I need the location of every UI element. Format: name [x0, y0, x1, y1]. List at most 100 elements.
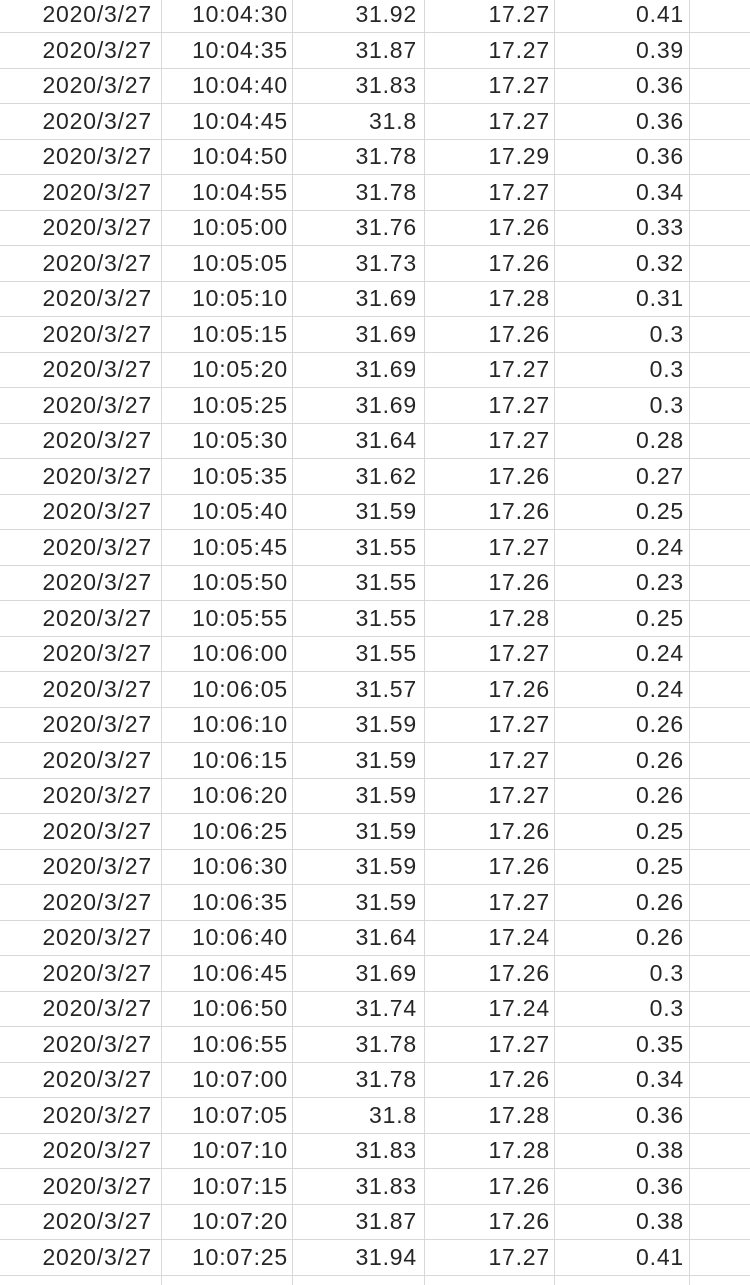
table-cell-empty[interactable]	[690, 530, 750, 565]
table-cell-value3[interactable]: 0.26	[555, 778, 690, 813]
table-cell-value1[interactable]: 31.83	[293, 68, 425, 103]
table-cell-value2[interactable]: 17.27	[425, 388, 555, 423]
table-cell-date[interactable]: 2020/3/27	[0, 1133, 162, 1168]
table-cell-value1[interactable]: 31.59	[293, 743, 425, 778]
table-cell-value1[interactable]: 31.69	[293, 388, 425, 423]
table-cell-empty[interactable]	[690, 992, 750, 1027]
table-cell-empty[interactable]	[690, 1027, 750, 1062]
table-cell-value2[interactable]: 17.26	[425, 459, 555, 494]
table-cell-time[interactable]: 10:05:55	[162, 601, 293, 636]
table-cell-value3[interactable]: 0.3	[555, 956, 690, 991]
table-cell-date[interactable]: 2020/3/27	[0, 1240, 162, 1275]
table-cell-time[interactable]	[162, 1275, 293, 1285]
table-cell-value1[interactable]: 31.57	[293, 672, 425, 707]
table-cell-value2[interactable]: 17.27	[425, 1027, 555, 1062]
table-cell-time[interactable]: 10:06:25	[162, 814, 293, 849]
table-cell-value1[interactable]: 31.94	[293, 1240, 425, 1275]
table-cell-value2[interactable]: 17.26	[425, 814, 555, 849]
table-cell-value2[interactable]: 17.27	[425, 175, 555, 210]
table-cell-date[interactable]: 2020/3/27	[0, 1169, 162, 1204]
table-cell-value2[interactable]: 17.29	[425, 139, 555, 174]
table-cell-value1[interactable]: 31.69	[293, 281, 425, 316]
table-cell-value2[interactable]: 17.28	[425, 1133, 555, 1168]
table-cell-date[interactable]: 2020/3/27	[0, 672, 162, 707]
table-cell-value2[interactable]: 17.26	[425, 246, 555, 281]
table-cell-date[interactable]: 2020/3/27	[0, 139, 162, 174]
table-cell-value1[interactable]: 31.59	[293, 778, 425, 813]
table-cell-value3[interactable]: 0.36	[555, 1098, 690, 1133]
table-cell-time[interactable]: 10:05:20	[162, 352, 293, 387]
table-cell-time[interactable]: 10:07:15	[162, 1169, 293, 1204]
table-cell-empty[interactable]	[690, 814, 750, 849]
table-cell-value3[interactable]: 0.3	[555, 352, 690, 387]
table-cell-value2[interactable]: 17.27	[425, 778, 555, 813]
table-cell-empty[interactable]	[690, 637, 750, 672]
table-cell-empty[interactable]	[690, 1063, 750, 1098]
table-cell-value2[interactable]: 17.26	[425, 1062, 555, 1097]
table-cell-value1[interactable]: 31.69	[293, 352, 425, 387]
table-cell-value3[interactable]: 0.26	[555, 920, 690, 955]
table-cell-time[interactable]: 10:05:40	[162, 494, 293, 529]
table-cell-empty[interactable]	[690, 175, 750, 210]
table-cell-time[interactable]: 10:06:10	[162, 707, 293, 742]
table-cell-value3[interactable]: 0.28	[555, 423, 690, 458]
table-cell-value3[interactable]: 0.27	[555, 459, 690, 494]
table-cell-value1[interactable]: 31.78	[293, 1027, 425, 1062]
table-cell-value1[interactable]: 31.59	[293, 494, 425, 529]
table-cell-value2[interactable]: 17.26	[425, 1169, 555, 1204]
table-cell-value2[interactable]: 17.27	[425, 707, 555, 742]
table-cell-value2[interactable]: 17.26	[425, 317, 555, 352]
table-cell-time[interactable]: 10:07:05	[162, 1098, 293, 1133]
table-cell-date[interactable]: 2020/3/27	[0, 636, 162, 671]
table-cell-date[interactable]: 2020/3/27	[0, 175, 162, 210]
table-cell-time[interactable]: 10:05:15	[162, 317, 293, 352]
table-cell-time[interactable]: 10:05:00	[162, 210, 293, 245]
table-cell-value2[interactable]: 17.27	[425, 636, 555, 671]
table-cell-time[interactable]: 10:05:50	[162, 565, 293, 600]
table-cell-empty[interactable]	[690, 1169, 750, 1204]
table-cell-empty[interactable]	[690, 956, 750, 991]
table-cell-value3[interactable]: 0.36	[555, 68, 690, 103]
table-cell-value3[interactable]: 0.32	[555, 246, 690, 281]
table-cell-date[interactable]: 2020/3/27	[0, 68, 162, 103]
table-cell-time[interactable]: 10:05:10	[162, 281, 293, 316]
table-cell-value1[interactable]: 31.83	[293, 1169, 425, 1204]
table-cell-value2[interactable]: 17.26	[425, 565, 555, 600]
table-cell-empty[interactable]	[690, 388, 750, 423]
table-cell-time[interactable]: 10:07:00	[162, 1062, 293, 1097]
table-cell-value2[interactable]: 17.24	[425, 991, 555, 1026]
table-cell-empty[interactable]	[690, 353, 750, 388]
table-cell-value3[interactable]: 0.25	[555, 494, 690, 529]
table-cell-date[interactable]: 2020/3/27	[0, 423, 162, 458]
table-cell-value1[interactable]: 31.62	[293, 459, 425, 494]
table-cell-time[interactable]: 10:06:35	[162, 885, 293, 920]
table-cell-empty[interactable]	[690, 140, 750, 175]
table-cell-value1[interactable]: 31.55	[293, 565, 425, 600]
table-cell-value3[interactable]: 0.25	[555, 849, 690, 884]
table-cell-value2[interactable]: 17.26	[425, 956, 555, 991]
table-cell-time[interactable]: 10:05:05	[162, 246, 293, 281]
table-cell-time[interactable]: 10:05:25	[162, 388, 293, 423]
table-cell-time[interactable]: 10:06:30	[162, 849, 293, 884]
table-cell-date[interactable]: 2020/3/27	[0, 33, 162, 68]
table-cell-value1[interactable]: 31.8	[293, 1098, 425, 1133]
table-cell-empty[interactable]	[690, 424, 750, 459]
table-cell-empty[interactable]	[690, 1276, 750, 1285]
table-cell-time[interactable]: 10:05:45	[162, 530, 293, 565]
table-cell-empty[interactable]	[690, 885, 750, 920]
table-cell-time[interactable]: 10:07:20	[162, 1204, 293, 1239]
table-cell-value2[interactable]: 17.26	[425, 672, 555, 707]
table-cell-date[interactable]: 2020/3/27	[0, 565, 162, 600]
table-cell-date[interactable]: 2020/3/27	[0, 530, 162, 565]
table-cell-value3[interactable]: 0.41	[555, 0, 690, 32]
table-cell-date[interactable]: 2020/3/27	[0, 920, 162, 955]
table-cell-value1[interactable]: 31.64	[293, 423, 425, 458]
table-cell-empty[interactable]	[690, 246, 750, 281]
table-cell-value3[interactable]: 0.38	[555, 1133, 690, 1168]
table-cell-value1[interactable]: 31.59	[293, 849, 425, 884]
table-cell-value1[interactable]: 31.59	[293, 707, 425, 742]
table-cell-value3[interactable]: 0.3	[555, 991, 690, 1026]
table-cell-date[interactable]: 2020/3/27	[0, 1027, 162, 1062]
table-cell-date[interactable]: 2020/3/27	[0, 743, 162, 778]
table-cell-value3[interactable]: 0.35	[555, 1027, 690, 1062]
